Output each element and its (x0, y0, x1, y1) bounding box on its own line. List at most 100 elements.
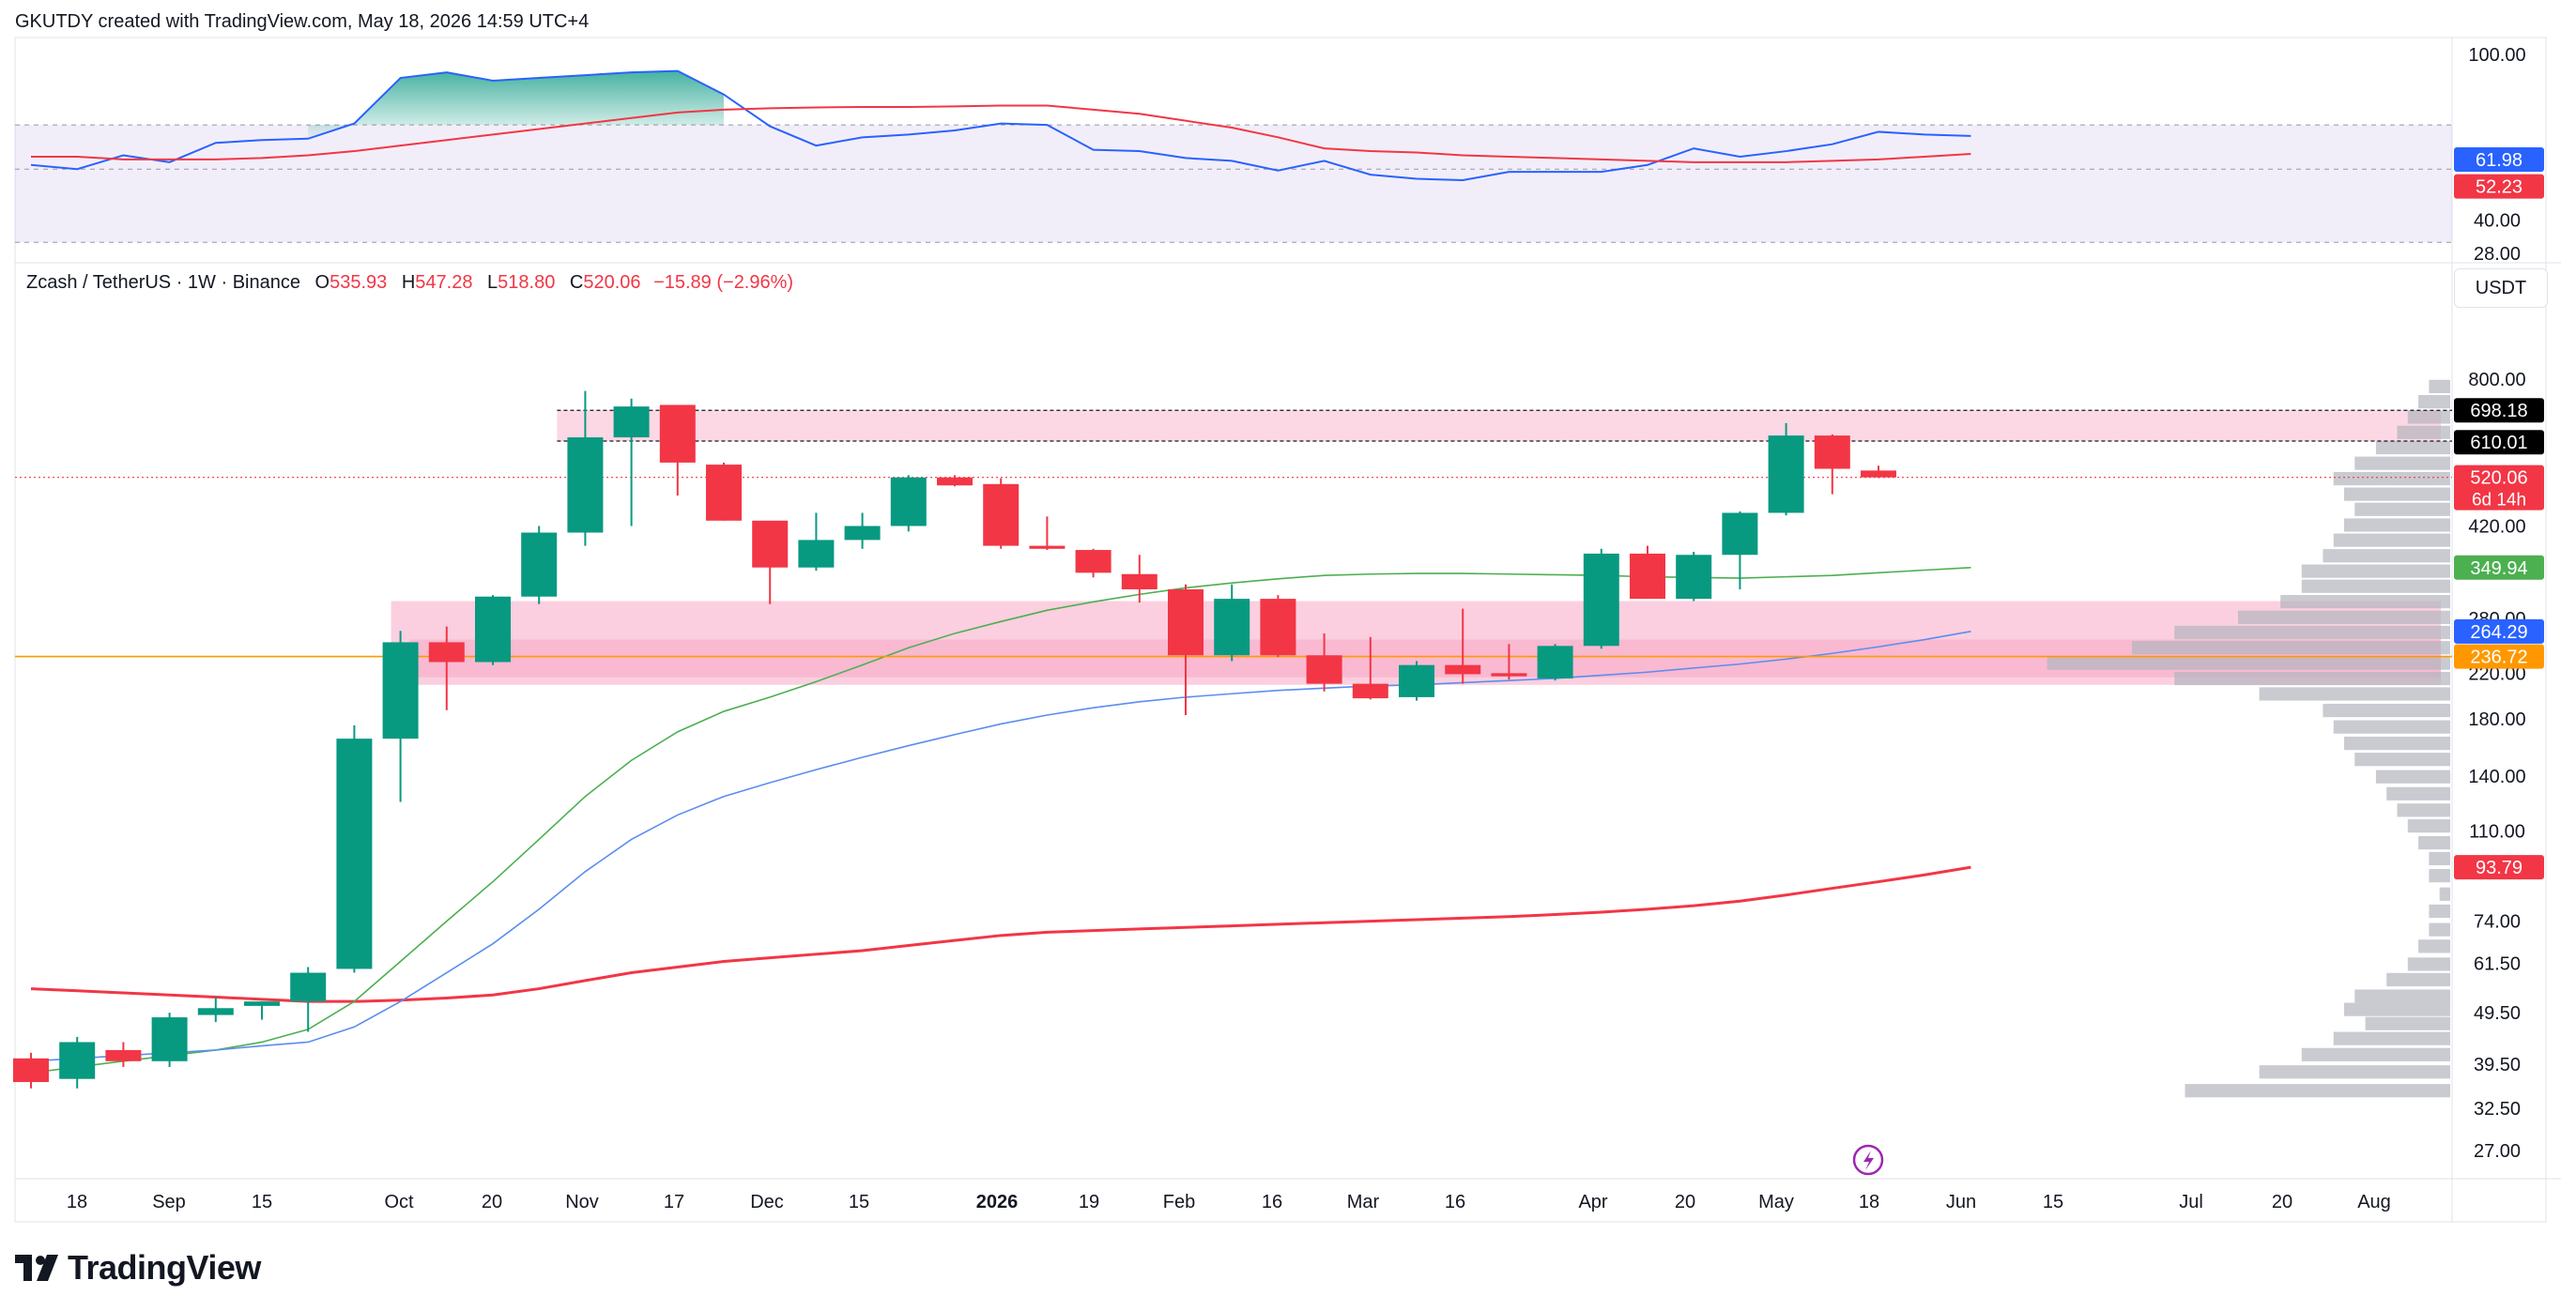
high-value: 547.28 (415, 272, 473, 293)
candle-body (659, 404, 696, 463)
volume-profile-bar (2344, 736, 2450, 751)
price-label-bg (2454, 644, 2544, 669)
candle-body (59, 1042, 96, 1079)
volume-profile-bar (2365, 1016, 2450, 1030)
candle-body (382, 642, 419, 739)
volume-profile-bar (2185, 1084, 2450, 1098)
candle-body (706, 465, 742, 521)
price-label-bg (2454, 146, 2544, 172)
price-axis-tick: 61.50 (2474, 953, 2521, 974)
candle-body (1399, 664, 1434, 697)
volume-profile-bar (2174, 625, 2450, 640)
volume-profile-bar (2333, 720, 2450, 734)
volume-profile-bar (2439, 887, 2450, 901)
price-label: 61.98 (2454, 146, 2544, 172)
volume-profile-bar (2301, 579, 2450, 593)
time-axis-tick: 20 (482, 1192, 502, 1212)
volume-profile-bar (2429, 379, 2450, 393)
price-label-subtext: 6d 14h (2472, 491, 2526, 511)
high-label: H (401, 272, 416, 293)
price-label: 349.94 (2454, 555, 2544, 580)
price-label: 264.29 (2454, 618, 2544, 644)
volume-profile-bar (2047, 656, 2450, 670)
volume-profile-bar (2397, 425, 2450, 439)
volume-profile-bar (2354, 502, 2450, 516)
low-value: 518.80 (498, 272, 556, 293)
candle-body (1445, 664, 1481, 675)
candle-body (1029, 545, 1066, 549)
candles (13, 390, 1896, 1089)
volume-profile-bar (2333, 471, 2450, 486)
time-axis-tick: 20 (1675, 1192, 1695, 1212)
candle-body (752, 520, 789, 568)
volume-profile-bar (2280, 595, 2450, 609)
volume-profile-bar (2174, 671, 2450, 686)
price-label-text: 349.94 (2470, 558, 2527, 579)
volume-profile-bar (2344, 518, 2450, 532)
candle-body (567, 437, 604, 533)
extras (1852, 1144, 1884, 1176)
candle-body (244, 1001, 280, 1006)
volume-profile-bar (2407, 957, 2450, 971)
volume-profile-bar (2375, 440, 2450, 455)
price-axis-tick: 220.00 (2468, 663, 2525, 684)
candle-body (1168, 588, 1204, 656)
candle-body (475, 596, 511, 663)
time-axis-tick: Jun (1946, 1192, 1976, 1212)
candle-body (937, 477, 973, 486)
price-label-text: 264.29 (2470, 622, 2527, 643)
chart-frame (14, 37, 2547, 1223)
time-axis-tick: 18 (67, 1192, 87, 1212)
volume-profile-bar (2386, 972, 2450, 987)
price-axis-tick: 140.00 (2468, 767, 2525, 787)
candle-body (1214, 599, 1250, 656)
rsi-overbought-fill (308, 70, 724, 139)
logo-text: TradingView (68, 1248, 261, 1287)
grid (14, 37, 2561, 1223)
price-label-text: 610.01 (2470, 433, 2527, 453)
volume-profile-bar (2333, 1031, 2450, 1045)
candle-body (1722, 512, 1758, 556)
candle-body (521, 532, 558, 597)
candle-body (1121, 573, 1158, 589)
price-axis-tick: 180.00 (2468, 709, 2525, 730)
symbol-legend[interactable]: Zcash / TetherUS · 1W · Binance O535.93 … (26, 272, 793, 294)
volume-profile-bar (2238, 610, 2450, 624)
candle-body (1260, 599, 1296, 656)
candle-body (1676, 555, 1712, 600)
candle-body (1352, 683, 1388, 699)
symbol-title: Zcash / TetherUS · 1W · Binance (26, 272, 300, 293)
volume-profile-bar (2375, 770, 2450, 784)
tradingview-logo[interactable]: TradingView (15, 1246, 261, 1289)
candle-body (798, 540, 835, 568)
volume-profile-bar (2132, 641, 2450, 655)
price-label-bg (2454, 174, 2544, 199)
rsi-axis-tick: 28.00 (2474, 244, 2521, 265)
time-axis-tick: Sep (152, 1192, 186, 1212)
open-label: O (314, 272, 330, 293)
candle-body (13, 1058, 49, 1083)
volume-profile-bar (2259, 687, 2450, 701)
price-label-bg (2454, 398, 2544, 423)
price-label-text: 520.06 (2470, 468, 2527, 489)
time-axis-tick: 16 (1445, 1192, 1465, 1212)
candle-body (428, 642, 465, 663)
open-value: 535.93 (330, 272, 388, 293)
rsi-pane (15, 69, 2452, 243)
candle-body (1537, 646, 1573, 678)
price-label-text: 52.23 (2476, 177, 2522, 198)
lightning-icon (1863, 1151, 1874, 1170)
time-axis-tick: Apr (1578, 1192, 1607, 1212)
candle-body (290, 972, 327, 1002)
tradingview-logo-icon (15, 1255, 58, 1281)
volume-profile-bar (2407, 410, 2450, 424)
volume-profile-bar (2386, 786, 2450, 800)
candle-body (890, 477, 927, 526)
close-value: 520.06 (583, 272, 641, 293)
price-axis-tick: 49.50 (2474, 1003, 2521, 1024)
price-axis-tick: 74.00 (2474, 912, 2521, 933)
currency-selector[interactable]: USDT (2454, 268, 2548, 308)
